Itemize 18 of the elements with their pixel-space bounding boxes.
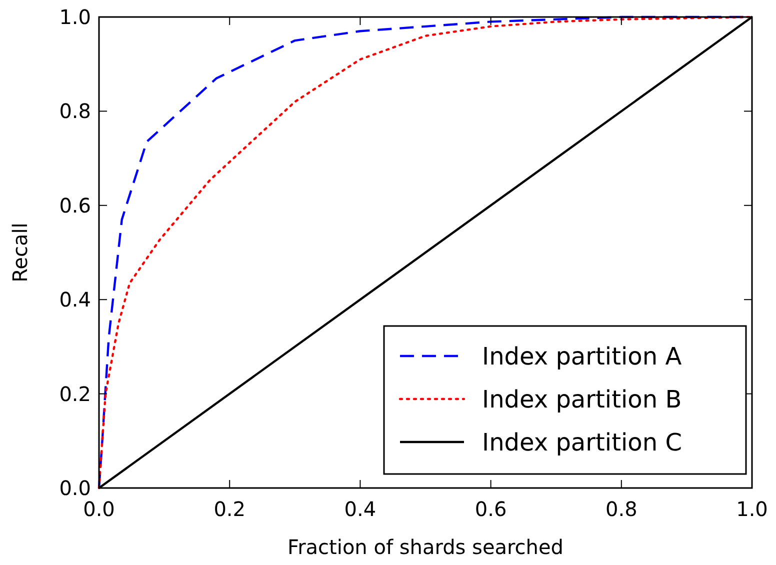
y-tick-label: 0.0 [59, 476, 91, 500]
y-tick-label: 0.8 [59, 99, 91, 124]
x-tick-label: 0.4 [344, 497, 376, 521]
legend-label: Index partition A [482, 342, 682, 370]
line-series [98, 16, 754, 490]
legend-label: Index partition C [482, 428, 682, 456]
x-tick-label: 0.8 [605, 497, 638, 521]
x-tick-label: 0.2 [214, 497, 246, 521]
y-tick-label: 0.6 [59, 193, 91, 218]
x-tick-label: 0.6 [474, 497, 507, 521]
y-tick-label: 1.0 [59, 5, 91, 29]
y-axis-title: Recall [8, 222, 32, 282]
x-axis-title: Fraction of shards searched [288, 535, 564, 559]
x-tick-label: 0.0 [83, 497, 115, 521]
y-tick-label: 0.4 [59, 288, 91, 312]
legend-label: Index partition B [482, 385, 682, 414]
x-tick-label: 1.0 [736, 497, 768, 521]
y-tick-label: 0.2 [59, 382, 91, 406]
